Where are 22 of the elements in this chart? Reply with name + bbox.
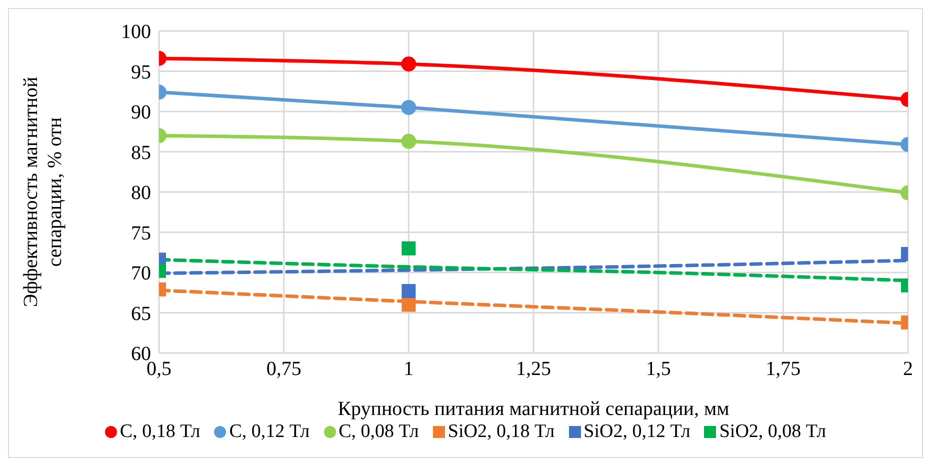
x-tick-label: 1,5: [646, 358, 671, 380]
y-tick-label: 80: [131, 182, 151, 204]
x-tick-label: 1,25: [516, 358, 551, 380]
y-tick-label: 95: [131, 61, 151, 84]
legend-label: C, 0,12 Тл: [228, 421, 310, 443]
legend-label: C, 0,18 Тл: [118, 421, 200, 443]
legend-label: SiO2, 0,08 Тл: [718, 421, 826, 443]
y-tick-label: 100: [121, 21, 151, 44]
x-tick-label: 1: [404, 358, 414, 380]
legend-label: SiO2, 0,12 Тл: [582, 421, 690, 443]
y-tick-label: 90: [131, 102, 151, 124]
x-tick-label: 1,75: [766, 358, 801, 380]
y-tick-label: 85: [131, 142, 151, 164]
y-tick-label: 70: [131, 262, 151, 285]
y-axis-title: Эффективность магнитной сепарации, % отн: [20, 76, 66, 308]
legend-label: C, 0,08 Тл: [338, 421, 419, 443]
y-tick-label: 65: [131, 302, 151, 325]
x-tick-label: 2: [903, 358, 913, 380]
legend-label: SiO2, 0,18 Тл: [446, 421, 555, 443]
x-axis-title: Крупность питания магнитной сепарации, мм: [338, 398, 730, 420]
x-tick-label: 0,75: [266, 358, 302, 380]
y-tick-label: 75: [131, 222, 151, 244]
